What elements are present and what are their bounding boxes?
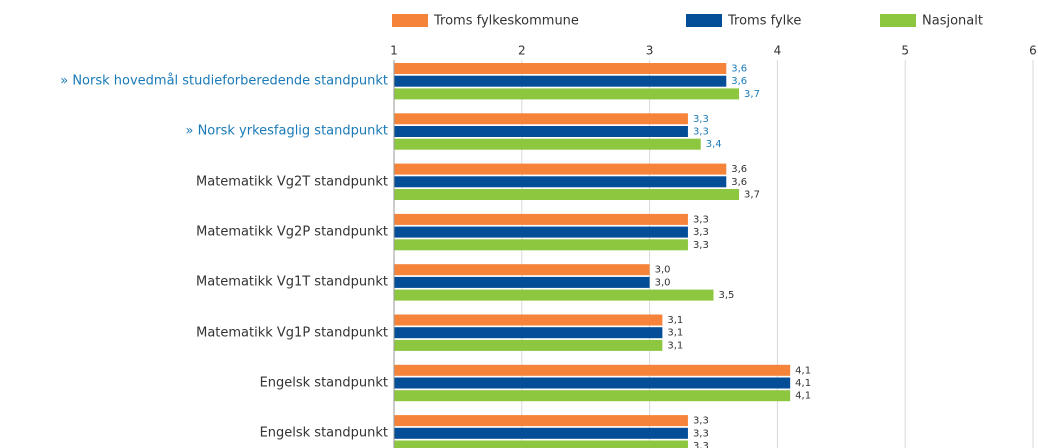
value-label: 3,3 xyxy=(693,214,709,225)
category-label: Matematikk Vg2P standpunkt xyxy=(196,224,388,240)
bar xyxy=(394,289,714,301)
bar xyxy=(394,75,727,87)
category-link[interactable]: » Norsk yrkesfaglig standpunkt xyxy=(185,123,388,139)
value-label: 3,7 xyxy=(744,190,760,201)
category-label: Matematikk Vg1P standpunkt xyxy=(196,325,388,340)
bar xyxy=(394,138,701,150)
legend-swatch xyxy=(686,14,722,27)
bar xyxy=(394,276,650,288)
legend-label: Troms fylke xyxy=(727,14,801,29)
value-label: 3,7 xyxy=(744,89,760,100)
category-label: Matematikk Vg1T standpunkt xyxy=(196,274,388,290)
value-label: 3,5 xyxy=(719,290,735,301)
bar xyxy=(394,113,688,125)
x-tick-label: 2 xyxy=(518,44,526,58)
x-tick-label: 5 xyxy=(901,44,909,58)
bar xyxy=(394,213,688,225)
value-label: 3,6 xyxy=(731,164,747,175)
legend-label: Troms fylkeskommune xyxy=(433,14,579,29)
value-label: 4,1 xyxy=(795,365,811,376)
value-label: 4,1 xyxy=(795,391,811,402)
x-tick-label: 6 xyxy=(1029,44,1037,58)
bar xyxy=(394,189,740,200)
value-label: 3,3 xyxy=(693,227,709,238)
value-label: 3,6 xyxy=(731,76,747,87)
value-label: 3,3 xyxy=(693,114,709,125)
value-label: 3,4 xyxy=(706,139,722,150)
legend-swatch xyxy=(880,14,916,27)
x-tick-label: 4 xyxy=(774,44,782,58)
value-label: 3,0 xyxy=(655,277,671,288)
value-label: 3,3 xyxy=(693,127,709,138)
x-tick-label: 3 xyxy=(646,44,654,58)
bar xyxy=(394,63,727,74)
legend-label: Nasjonalt xyxy=(922,14,983,29)
bar xyxy=(394,88,740,100)
value-label: 3,0 xyxy=(655,265,671,276)
value-label: 3,6 xyxy=(731,177,747,188)
value-label: 3,3 xyxy=(693,416,709,427)
value-label: 3,3 xyxy=(693,240,709,251)
bar xyxy=(394,239,688,251)
legend-swatch xyxy=(392,14,428,27)
bar xyxy=(394,176,727,188)
bar xyxy=(394,415,688,427)
bar xyxy=(394,327,663,339)
bar xyxy=(394,377,791,389)
category-label: Engelsk standpunkt xyxy=(259,425,388,441)
bar xyxy=(394,314,663,326)
value-label: 4,1 xyxy=(795,378,811,389)
value-label: 3,3 xyxy=(693,441,709,448)
bar xyxy=(394,440,688,448)
category-label: Matematikk Vg2T standpunkt xyxy=(196,174,388,190)
value-label: 3,1 xyxy=(667,340,683,351)
value-label: 3,6 xyxy=(731,64,747,75)
value-label: 3,1 xyxy=(667,328,683,339)
bar xyxy=(394,364,791,376)
bar xyxy=(394,264,650,276)
value-label: 3,3 xyxy=(693,428,709,439)
bar xyxy=(394,163,727,175)
bar xyxy=(394,126,688,137)
value-label: 3,1 xyxy=(667,315,683,326)
bar xyxy=(394,390,791,402)
x-tick-label: 1 xyxy=(390,44,398,58)
bar xyxy=(394,226,688,238)
bar xyxy=(394,427,688,439)
category-label: Engelsk standpunkt xyxy=(259,375,388,391)
bar xyxy=(394,339,663,351)
category-link[interactable]: » Norsk hovedmål studieforberedende stan… xyxy=(60,73,388,89)
